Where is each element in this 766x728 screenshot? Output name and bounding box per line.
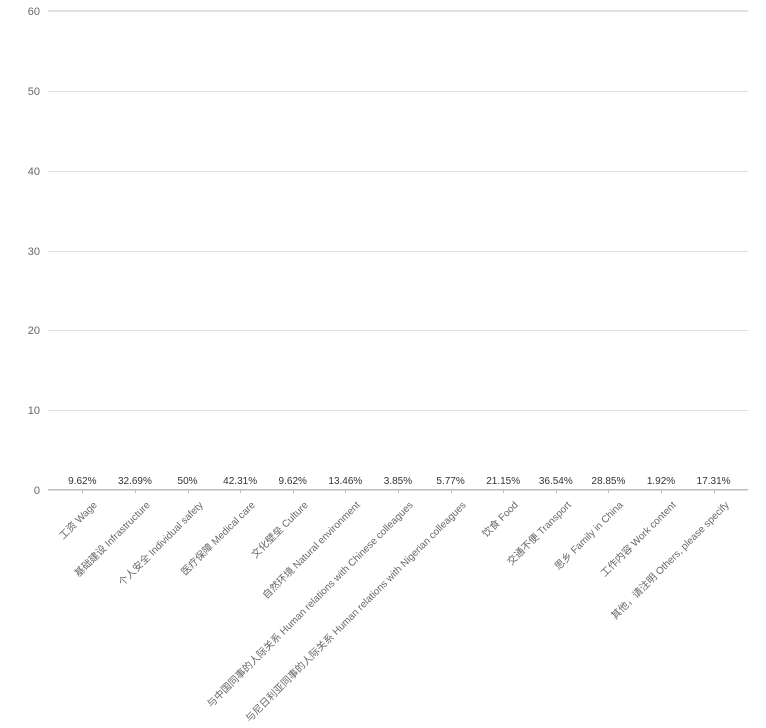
x-tick — [188, 490, 189, 493]
bar-value-label: 42.31% — [223, 476, 257, 487]
y-tick-label: 50 — [28, 86, 48, 98]
x-category-label: 饮食 Food — [475, 494, 521, 540]
bar-value-label: 13.46% — [328, 476, 362, 487]
bar-value-label: 9.62% — [68, 476, 96, 487]
x-tick — [135, 490, 136, 493]
bar-value-label: 50% — [178, 476, 198, 487]
y-tick-label: 60 — [28, 6, 48, 18]
y-tick-label: 40 — [28, 166, 48, 178]
bar-value-label: 3.85% — [384, 476, 412, 487]
x-tick — [293, 490, 294, 493]
bar-value-label: 9.62% — [279, 476, 307, 487]
x-tick — [661, 490, 662, 493]
bar-value-label: 5.77% — [436, 476, 464, 487]
y-tick-label: 30 — [28, 246, 48, 258]
x-tick — [556, 490, 557, 493]
x-tick — [608, 490, 609, 493]
x-tick — [451, 490, 452, 493]
x-tick — [345, 490, 346, 493]
bar-value-label: 32.69% — [118, 476, 152, 487]
x-tick — [82, 490, 83, 493]
bar-value-label: 1.92% — [647, 476, 675, 487]
y-tick-label: 20 — [28, 325, 48, 337]
bar-value-label: 21.15% — [486, 476, 520, 487]
y-tick-label: 0 — [34, 485, 48, 497]
x-tick — [398, 490, 399, 493]
plot-area: 0102030405060 9.62%工资 Wage32.69%基础建设 Inf… — [48, 10, 748, 490]
x-category-label: 工资 Wage — [52, 494, 100, 542]
x-tick — [714, 490, 715, 493]
bar-value-label: 36.54% — [539, 476, 573, 487]
bar-value-label: 28.85% — [591, 476, 625, 487]
x-tick — [240, 490, 241, 493]
bars-group: 9.62%工资 Wage32.69%基础建设 Infrastructure50%… — [48, 11, 748, 490]
x-tick — [503, 490, 504, 493]
y-tick-label: 10 — [28, 405, 48, 417]
bar-chart-container: 0 10 20 30 40 50 60 9.62%工资 Wage32.69%基础建设 Inf… — [0, 0, 766, 728]
bar-value-label: 17.31% — [697, 476, 731, 487]
